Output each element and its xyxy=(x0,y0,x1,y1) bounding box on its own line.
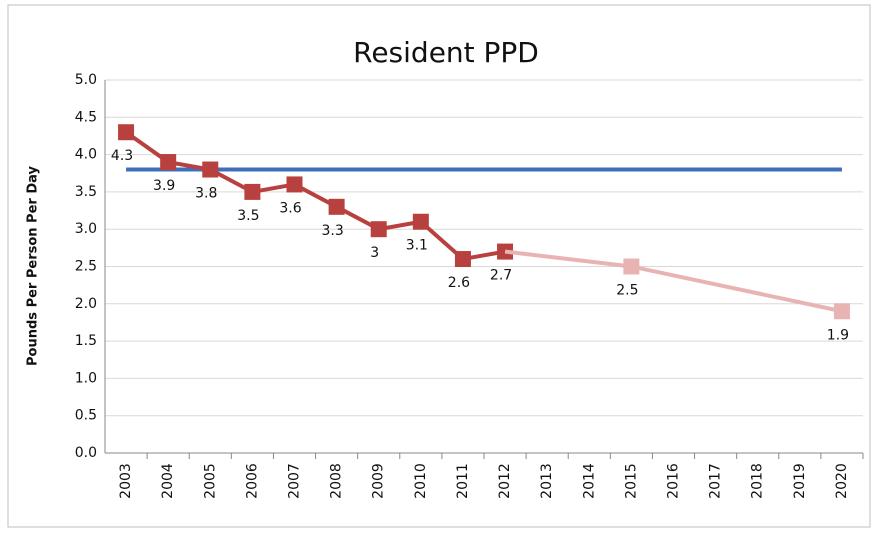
y-tick-label: 3.5 xyxy=(75,184,97,200)
x-tick-label: 2014 xyxy=(581,463,597,499)
data-label: 2.6 xyxy=(448,275,470,291)
y-tick-label: 5.0 xyxy=(75,72,97,88)
point-marker xyxy=(244,183,261,200)
series-line xyxy=(124,130,506,262)
data-label: 1.9 xyxy=(827,327,849,343)
data-label: 3.6 xyxy=(279,200,301,216)
point-marker xyxy=(833,303,850,320)
point-marker xyxy=(370,221,387,238)
point-marker xyxy=(412,213,429,230)
y-tick-label: 2.0 xyxy=(75,296,97,312)
data-label: 2.5 xyxy=(616,283,638,299)
x-tick-label: 2010 xyxy=(413,463,429,499)
x-tick-label: 2009 xyxy=(371,463,387,499)
data-label: 3.1 xyxy=(406,238,428,254)
x-tick-label: 2017 xyxy=(708,463,724,499)
point-marker xyxy=(202,161,219,178)
point-marker xyxy=(160,154,177,171)
point-marker xyxy=(286,176,303,193)
x-tick-label: 2006 xyxy=(244,463,260,499)
x-tick-label: 2004 xyxy=(160,463,176,499)
data-label: 3.5 xyxy=(237,208,259,224)
point-marker xyxy=(454,251,471,268)
x-tick-label: 2013 xyxy=(539,463,555,499)
x-tick-label: 2003 xyxy=(118,463,134,499)
y-tick-label: 0.5 xyxy=(75,408,97,424)
y-tick-label: 2.5 xyxy=(75,259,97,275)
y-tick-label: 4.0 xyxy=(75,147,97,163)
data-label: 4.3 xyxy=(111,148,133,164)
y-tick-label: 4.5 xyxy=(75,109,97,125)
y-tick-label: 3.0 xyxy=(75,221,97,237)
x-tick-label: 2005 xyxy=(202,463,218,499)
x-tick-label: 2015 xyxy=(623,463,639,499)
y-tick-label: 0.0 xyxy=(75,445,97,461)
x-tick-label: 2016 xyxy=(666,463,682,499)
y-tick-label: 1.5 xyxy=(75,333,97,349)
x-tick-label: 2020 xyxy=(834,463,850,499)
y-axis-label: Pounds Per Person Per Day xyxy=(26,166,41,366)
x-tick-label: 2008 xyxy=(329,463,345,499)
point-marker xyxy=(623,258,640,275)
point-marker xyxy=(328,198,345,215)
x-tick-label: 2007 xyxy=(287,463,303,499)
x-tick-label: 2019 xyxy=(792,463,808,499)
data-label: 3.8 xyxy=(195,186,217,202)
chart-title: Resident PPD xyxy=(353,36,539,69)
data-label: 3.9 xyxy=(153,178,175,194)
y-tick-label: 1.0 xyxy=(75,370,97,386)
x-tick-label: 2018 xyxy=(750,463,766,499)
data-label: 2.7 xyxy=(490,268,512,284)
x-tick-label: 2012 xyxy=(497,463,513,499)
point-marker xyxy=(118,124,135,141)
x-tick-label: 2011 xyxy=(455,463,471,499)
data-label: 3.3 xyxy=(321,223,343,239)
data-label: 3 xyxy=(370,245,379,261)
